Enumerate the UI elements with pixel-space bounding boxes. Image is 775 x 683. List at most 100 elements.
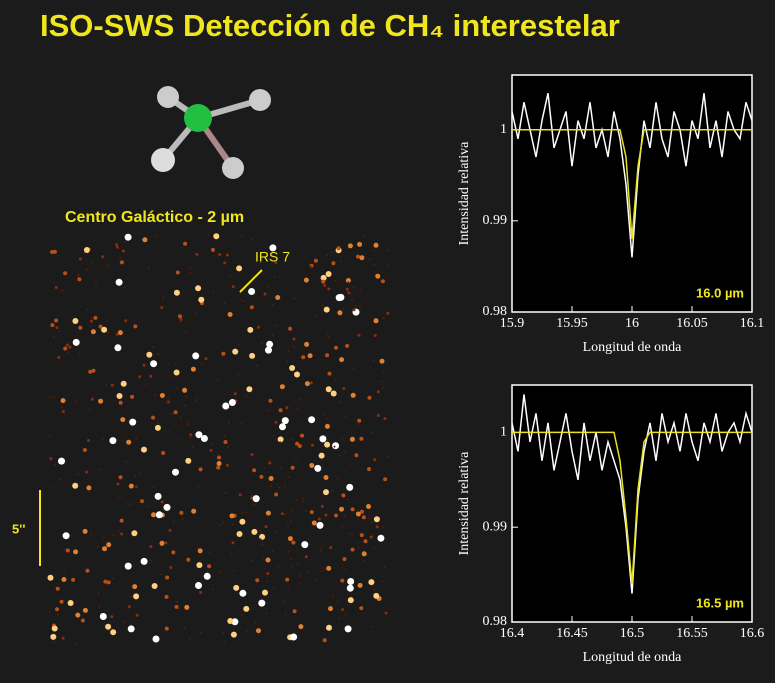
star — [160, 573, 162, 575]
star — [191, 367, 196, 372]
star — [328, 372, 332, 376]
star — [318, 518, 321, 521]
star — [341, 493, 345, 497]
star — [185, 396, 187, 398]
star — [298, 624, 303, 629]
star — [195, 399, 197, 401]
star — [123, 286, 125, 288]
star — [284, 613, 286, 615]
star — [305, 510, 307, 512]
star — [67, 352, 69, 354]
star — [256, 628, 261, 633]
star — [383, 566, 385, 568]
star — [351, 299, 353, 301]
star — [135, 438, 137, 440]
star — [302, 498, 304, 500]
star — [116, 279, 123, 286]
star — [165, 627, 169, 631]
star — [364, 539, 368, 543]
star — [262, 590, 268, 596]
star — [207, 564, 211, 568]
star — [308, 353, 313, 358]
star — [207, 234, 209, 236]
star — [371, 521, 373, 523]
star — [64, 549, 66, 551]
star — [176, 271, 180, 275]
star — [328, 606, 333, 611]
star — [124, 319, 127, 322]
x-tick-label: 16.05 — [676, 316, 708, 331]
star — [291, 541, 295, 545]
star — [61, 577, 66, 582]
star — [133, 593, 139, 599]
star — [145, 383, 147, 385]
star — [359, 606, 363, 610]
star — [56, 587, 60, 591]
slide: ISO-SWS Detección de CH₄ interestelar Ce… — [0, 0, 775, 683]
star — [118, 530, 120, 532]
star — [221, 352, 225, 356]
star — [232, 349, 238, 355]
star — [373, 589, 375, 591]
star — [61, 398, 66, 403]
star — [125, 563, 132, 570]
star — [50, 323, 54, 327]
star — [302, 500, 304, 502]
star — [296, 499, 298, 501]
star — [344, 452, 346, 454]
star — [172, 469, 179, 476]
star — [139, 473, 141, 475]
star — [223, 261, 226, 264]
star — [153, 636, 160, 643]
star — [197, 396, 199, 398]
star — [148, 505, 150, 507]
star — [93, 316, 97, 320]
star — [180, 439, 182, 441]
star — [373, 458, 376, 461]
star — [213, 255, 215, 257]
star — [253, 307, 255, 309]
star — [229, 275, 231, 277]
star — [86, 269, 88, 271]
star — [309, 463, 314, 468]
star — [321, 546, 323, 548]
star — [81, 619, 85, 623]
star — [141, 558, 148, 565]
star — [287, 588, 289, 590]
star — [239, 519, 245, 525]
star — [68, 346, 71, 349]
star — [304, 342, 309, 347]
star — [281, 512, 284, 515]
star — [335, 280, 337, 282]
star — [332, 596, 334, 598]
star — [102, 546, 107, 551]
star — [182, 388, 187, 393]
star — [354, 453, 358, 457]
star — [337, 246, 341, 250]
star — [357, 543, 359, 545]
star — [260, 538, 262, 540]
star — [116, 333, 119, 336]
star — [155, 425, 161, 431]
y-axis-label: Intensidad relativa — [457, 141, 472, 246]
star — [387, 265, 389, 267]
star — [323, 489, 329, 495]
star — [228, 422, 230, 424]
star — [340, 579, 344, 583]
star — [331, 251, 333, 253]
star — [120, 417, 125, 422]
star — [332, 442, 339, 449]
star — [171, 413, 173, 415]
star — [78, 326, 82, 330]
star — [284, 485, 286, 487]
star — [98, 469, 100, 471]
star — [171, 550, 175, 554]
star — [373, 250, 375, 252]
star — [250, 560, 252, 562]
star — [347, 282, 349, 284]
star — [117, 393, 123, 399]
star — [173, 521, 175, 523]
star — [321, 505, 324, 508]
star — [272, 304, 274, 306]
star — [266, 612, 268, 614]
